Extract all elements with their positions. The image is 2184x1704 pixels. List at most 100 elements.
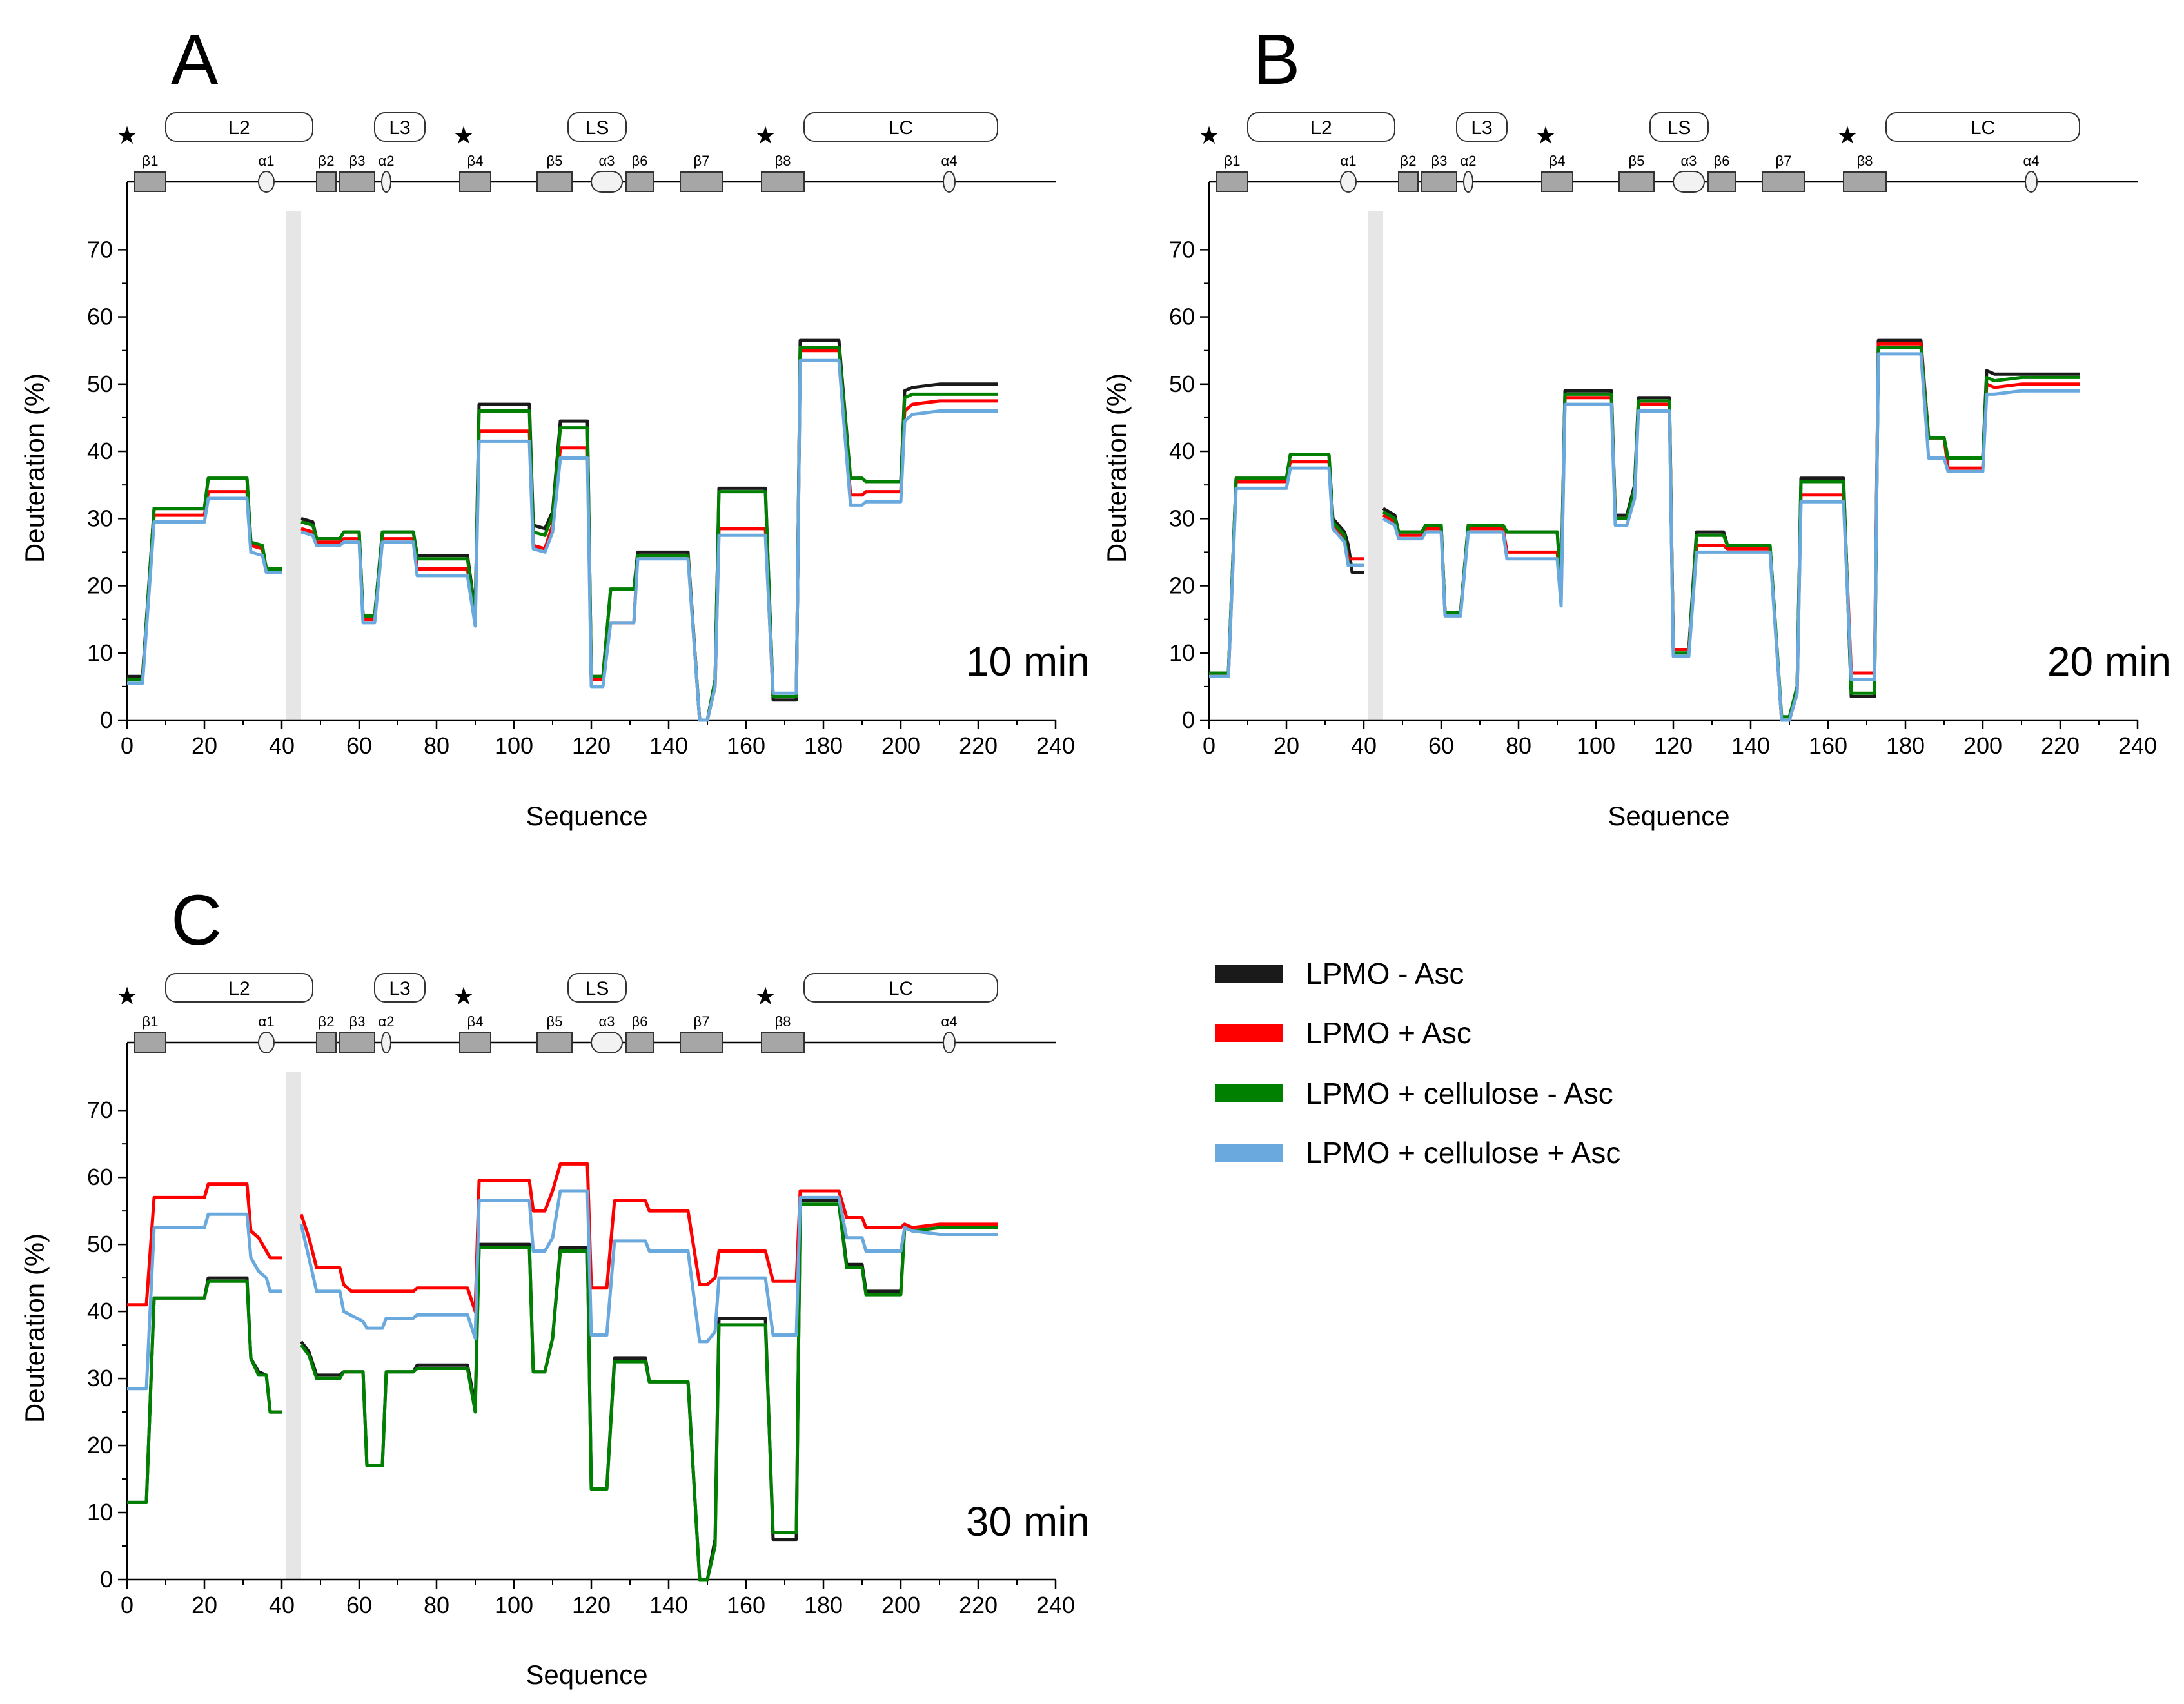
panel-b-y-tick-label-60: 60 — [1169, 304, 1195, 330]
panel-c-ss-label: β5 — [547, 1014, 563, 1030]
panel-a-ss-strand — [339, 171, 375, 192]
panel-b-ss-strand — [1762, 171, 1805, 192]
panel-a-ss-label: β8 — [775, 153, 791, 169]
panel-c-y-tick-label-0: 0 — [100, 1566, 113, 1592]
panel-b-loop-box — [1649, 112, 1709, 142]
panel-c-letter: C — [171, 881, 222, 960]
panel-c-y-tick-label-10: 10 — [87, 1499, 113, 1525]
panel-a-x-tick-label-140: 140 — [649, 732, 688, 759]
panel-b-ss-label: β4 — [1549, 153, 1566, 169]
panel-c-ss-helix — [943, 1032, 956, 1053]
panel-a-ss-label: β6 — [632, 153, 648, 169]
panel-a-ss-label: β1 — [143, 153, 159, 169]
legend-swatch-cellulose-minus-asc — [1215, 1084, 1283, 1102]
panel-c-loop-box — [567, 973, 627, 1003]
panel-a-y-tick-label-70: 70 — [87, 236, 113, 262]
panel-c-ss-strand — [459, 1032, 491, 1053]
panel-b-ss-strand — [1421, 171, 1457, 192]
panel-c-star-marker: ★ — [453, 983, 475, 1010]
panel-b-ss-label: β2 — [1401, 153, 1417, 169]
panel-b-x-tick-label-20: 20 — [1274, 732, 1299, 759]
panel-a-axes: 0 20 40 60 80 100 120 140 160 180 200 220 240 0 10 20 30… — [87, 182, 1075, 759]
panel-a-series-lpmo-cellulose-asc — [127, 358, 998, 722]
panel-a-ss-label: α4 — [941, 153, 958, 169]
panel-c-ss-strand — [134, 1032, 166, 1053]
panel-a-loop-box — [165, 112, 313, 142]
panel-a-x-tick-label-120: 120 — [572, 732, 611, 759]
panel-c-ss-label: α1 — [259, 1014, 275, 1030]
panel-b-star-marker: ★ — [1198, 122, 1220, 150]
panel-a-star-marker: ★ — [754, 122, 776, 150]
panel-b-x-tick-label-0: 0 — [1203, 732, 1215, 759]
panel-c-x-tick-label-0: 0 — [121, 1592, 133, 1618]
panel-b-x-tick-label-120: 120 — [1654, 732, 1693, 759]
panel-c-y-tick-label-50: 50 — [87, 1231, 113, 1257]
panel-c-y-tick-label-20: 20 — [87, 1432, 113, 1458]
panel-c-loop-label: LS — [585, 978, 609, 999]
panel-a-ss-label: β4 — [467, 153, 484, 169]
panel-a-ss-helix — [381, 171, 391, 193]
panel-a-x-tick-label-100: 100 — [495, 732, 533, 759]
panel-a-x-tick-label-240: 240 — [1036, 732, 1075, 759]
panel-b-series-lpmo-cellulose-asc — [1209, 352, 2080, 722]
panel-b-loop-box — [1247, 112, 1395, 142]
panel-a-x-tick-label-0: 0 — [121, 732, 133, 759]
legend-label-lpmo-minus-asc: LPMO - Asc — [1306, 957, 1464, 990]
legend-swatch-cellulose-plus-asc — [1215, 1144, 1283, 1162]
panel-a-y-tick-label-30: 30 — [87, 505, 113, 531]
panel-a-letter: A — [171, 20, 219, 99]
panel-b-x-tick-label-160: 160 — [1809, 732, 1847, 759]
panel-c-gap-shade — [286, 1072, 301, 1580]
panel-b-ss-label: α4 — [2023, 153, 2040, 169]
panel-c-ss-strand — [625, 1032, 654, 1053]
panel-a-loop-label: LS — [585, 117, 609, 139]
panel-c-ss-label: β1 — [143, 1014, 159, 1030]
legend-swatch-lpmo-plus-asc — [1215, 1024, 1283, 1042]
panel-c-plot-area — [127, 1162, 998, 1582]
panel-a-ss-label: β5 — [547, 153, 563, 169]
panel-a-gap-shade — [286, 211, 301, 720]
panel-a-y-tick-label-40: 40 — [87, 438, 113, 464]
panel-b-x-tick-label-140: 140 — [1731, 732, 1770, 759]
panel-b-ss-label: β3 — [1431, 153, 1448, 169]
panel-a-x-tick-label-20: 20 — [192, 732, 217, 759]
panel-b-loop-label: L3 — [1471, 117, 1492, 139]
panel-b-y-tick-label-40: 40 — [1169, 438, 1195, 464]
panel-b-ss-label: β6 — [1714, 153, 1730, 169]
panel-a-x-axis-title: Sequence — [526, 801, 647, 831]
panel-a-y-axis-title: Deuteration (%) — [19, 373, 50, 563]
panel-c-topology: β1 α1 β2 β3 α2 β4 β5 α3 β6 β7 β8 α4 L2 L3 LS LC ★ ★ ★ — [116, 973, 1056, 1053]
panel-a-ss-strand — [459, 171, 491, 192]
panel-b-x-tick-label-40: 40 — [1351, 732, 1377, 759]
panel-b-ss-strand — [1843, 171, 1887, 192]
panel-b-ss-helix — [1340, 171, 1357, 193]
panel-b-topology: β1 α1 β2 β3 α2 β4 β5 α3 β6 β7 β8 α4 L2 L3 LS LC ★ ★ ★ — [1198, 112, 2138, 193]
panel-c-axes: 0 20 40 60 80 100 120 140 160 180 200 220 240 0 10 20 30… — [87, 1043, 1075, 1618]
panel-b-ss-strand — [1541, 171, 1573, 192]
panel-a-y-tick-label-60: 60 — [87, 304, 113, 330]
panel-c-ss-label: β3 — [349, 1014, 366, 1030]
panel-b-y-tick-label-0: 0 — [1182, 707, 1195, 733]
panel-c-star-marker: ★ — [116, 983, 138, 1010]
panel-b-ss-helix — [1463, 171, 1473, 193]
panel-a-x-tick-label-40: 40 — [269, 732, 295, 759]
panel-c-x-tick-label-160: 160 — [727, 1592, 765, 1618]
panel-c-y-tick-label-60: 60 — [87, 1164, 113, 1190]
panel-b-y-tick-label-30: 30 — [1169, 505, 1195, 531]
panel-c-ss-label: β4 — [467, 1014, 484, 1030]
panel-c-x-tick-label-180: 180 — [804, 1592, 843, 1618]
panel-a-y-tick-label-0: 0 — [100, 707, 113, 733]
panel-a-ss-helix — [943, 171, 956, 193]
panel-c-ss-helix — [258, 1032, 275, 1053]
panel-a-loop-box — [803, 112, 998, 142]
panel-c-loop-box — [165, 973, 313, 1003]
panel-b-ss-label: β1 — [1225, 153, 1241, 169]
panel-b-letter: B — [1253, 20, 1300, 99]
panel-b-axes: 0 20 40 60 80 100 120 140 160 180 200 220 240 0 10 20 30… — [1169, 182, 2157, 759]
panel-b-loop-label: L2 — [1310, 117, 1332, 139]
legend-label-cellulose-plus-asc: LPMO + cellulose + Asc — [1306, 1136, 1620, 1170]
panel-a-loop-box — [374, 112, 426, 142]
panel-a-time-label: 10 min — [966, 638, 1090, 685]
panel-a-ss-strand — [316, 171, 337, 192]
